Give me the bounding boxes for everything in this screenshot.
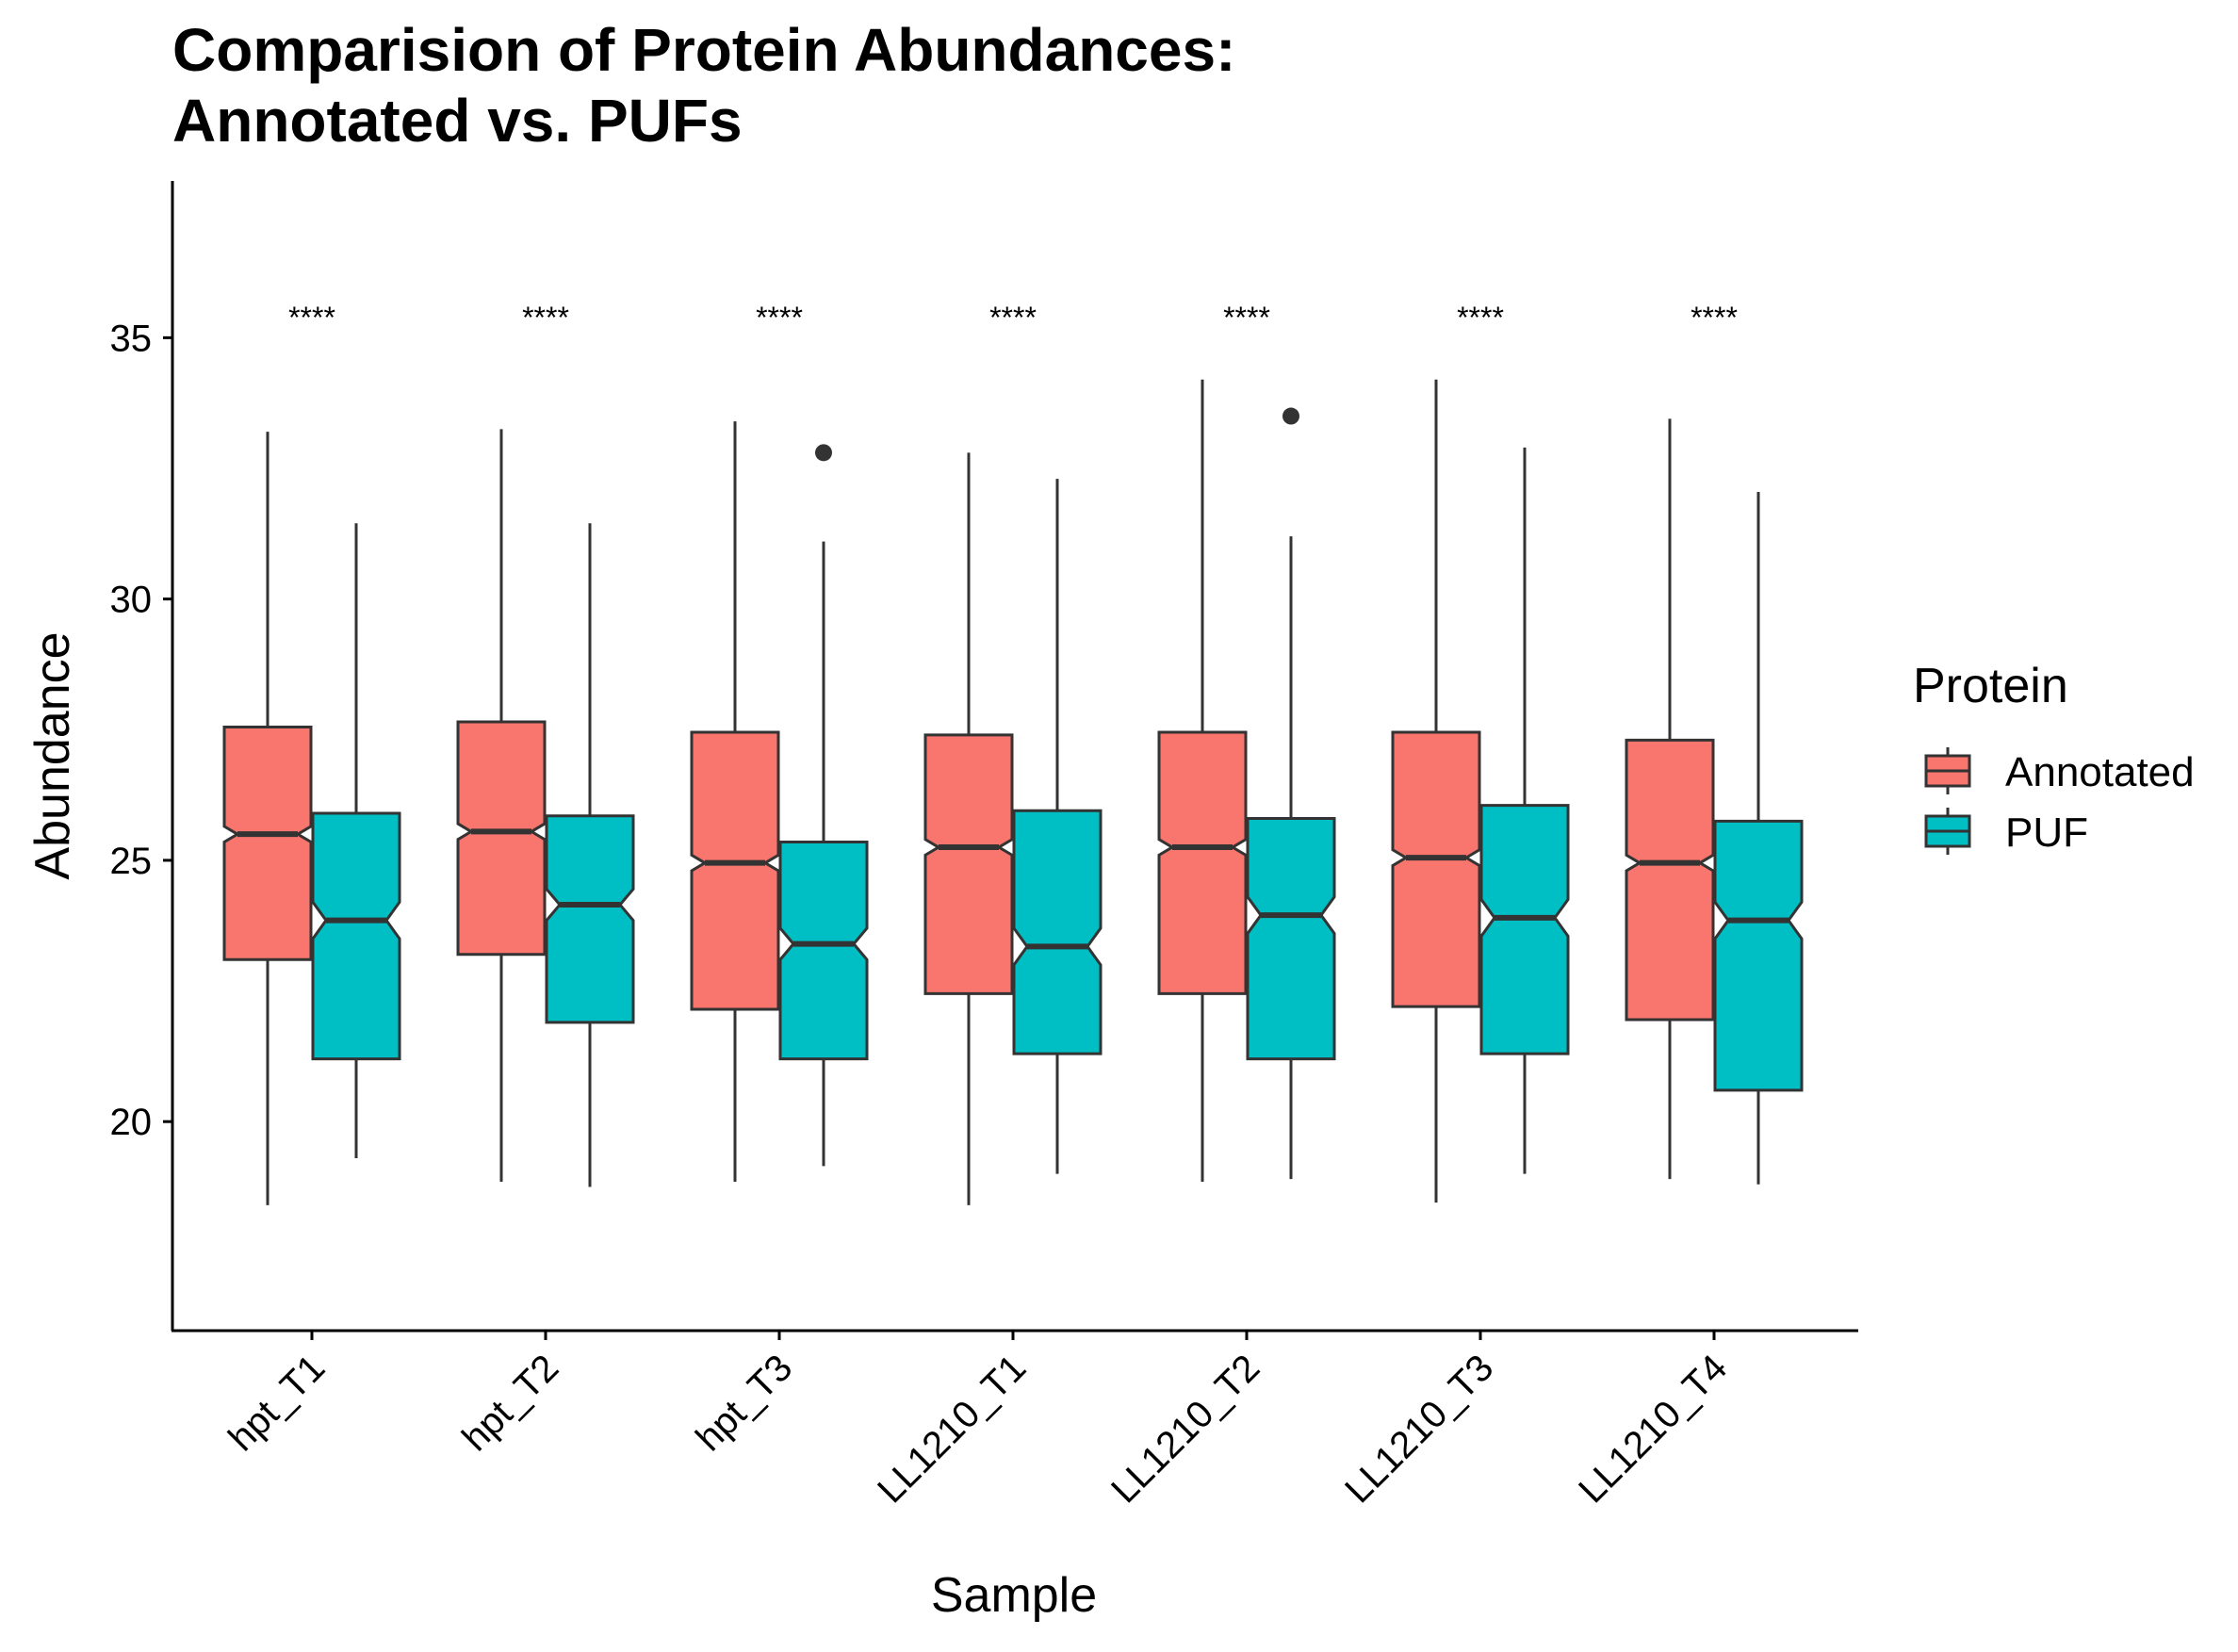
y-tick-label: 20 — [110, 1102, 153, 1143]
box — [456, 720, 547, 957]
chart-title-line-2: Annotated vs. PUFs — [172, 87, 743, 155]
significance-label: **** — [522, 301, 569, 335]
box — [1713, 819, 1804, 1092]
legend: Protein Annotated PUF — [1913, 659, 2195, 856]
y-tick-label: 35 — [110, 318, 153, 359]
box — [1625, 738, 1715, 1022]
significance-label: **** — [1223, 301, 1270, 335]
x-tick-label: hpt_T3 — [688, 1347, 800, 1459]
x-axis: hpt_T1 hpt_T2 hpt_T3 LL1210_T1 LL1210_T2 LL12… — [221, 1331, 1735, 1511]
x-tick-label: LL1210_T1 — [870, 1347, 1034, 1511]
y-axis: 20 25 30 35 — [110, 318, 172, 1143]
chart-title: Comparision of Protein Abundances: Annot… — [172, 16, 1235, 155]
chart-title-line-1: Comparision of Protein Abundances: — [172, 16, 1235, 84]
box — [222, 726, 313, 961]
box — [778, 841, 869, 1061]
significance-label: **** — [1691, 301, 1738, 335]
box — [311, 811, 401, 1061]
x-tick-label: LL1210_T2 — [1103, 1347, 1267, 1511]
legend-label: Annotated — [2005, 749, 2195, 795]
significance-label: **** — [1457, 301, 1504, 335]
box — [545, 814, 635, 1024]
x-tick-label: hpt_T1 — [221, 1347, 333, 1459]
x-tick-label: hpt_T2 — [454, 1347, 566, 1459]
box — [923, 733, 1014, 995]
box — [1157, 730, 1248, 995]
significance-label: **** — [288, 301, 335, 335]
x-tick-label: LL1210_T3 — [1337, 1347, 1501, 1511]
legend-item: Annotated — [1924, 747, 2195, 795]
outlier-point — [815, 444, 832, 462]
box — [1246, 817, 1336, 1061]
legend-label: PUF — [2005, 810, 2088, 856]
y-tick-label: 30 — [110, 580, 153, 621]
series-puf — [311, 407, 1804, 1187]
legend-title: Protein — [1913, 659, 2068, 713]
legend-item: PUF — [1924, 808, 2088, 856]
x-tick-label: LL1210_T4 — [1571, 1347, 1735, 1511]
plot-area: **** **** **** **** **** **** **** — [222, 301, 1804, 1205]
significance-label: **** — [989, 301, 1037, 335]
x-axis-title: Sample — [931, 1568, 1097, 1623]
significance-label: **** — [756, 301, 803, 335]
y-tick-label: 25 — [110, 841, 153, 882]
series-annotated — [222, 379, 1715, 1205]
y-axis-title: Abundance — [25, 631, 80, 879]
outlier-point — [1282, 407, 1299, 425]
box — [690, 730, 780, 1011]
box — [1479, 804, 1570, 1055]
box — [1012, 809, 1103, 1055]
box — [1391, 730, 1481, 1008]
